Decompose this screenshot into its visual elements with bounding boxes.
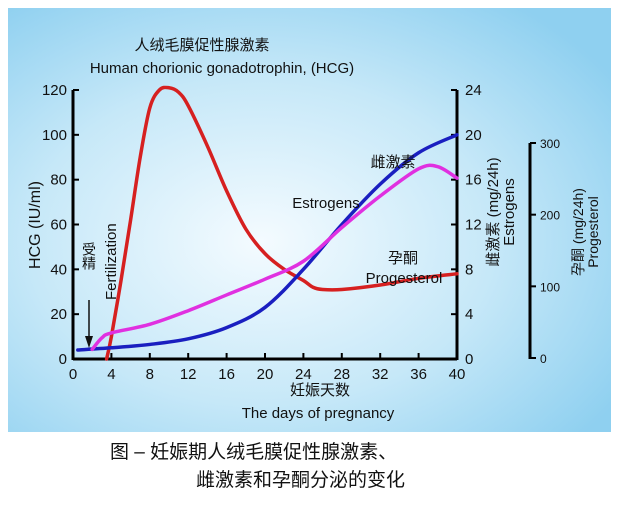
title-cn: 人绒毛膜促性腺激素 [134, 37, 269, 54]
estrogen-tick-label: 12 [465, 217, 482, 234]
hcg-tick-label: 20 [50, 306, 67, 323]
estrogen-axis-label-cn: 雌激素 (mg/24h) [485, 157, 502, 266]
fertilization-label-cn: 受精 [81, 242, 97, 270]
fertilization-arrowhead [85, 336, 93, 348]
hcg-tick-label: 0 [59, 351, 67, 368]
progesterone-tick-label: 200 [540, 209, 560, 223]
xlabel-en: The days of pregnancy [242, 405, 395, 422]
hcg-tick-label: 120 [42, 82, 67, 99]
series-hcg-line [104, 85, 459, 361]
x-tick-label: 4 [107, 366, 115, 383]
estrogen-axis-label-en: Estrogens [501, 178, 518, 246]
x-tick-label: 16 [218, 366, 235, 383]
estrogen-tick-label: 24 [465, 82, 482, 99]
fertilization-label-en: Fertilization [103, 223, 120, 300]
estrogen-tick-label: 20 [465, 127, 482, 144]
title-en: Human chorionic gonadotrophin, (HCG) [90, 60, 354, 77]
estrogen-tick-label: 4 [465, 306, 473, 323]
x-tick-label: 40 [449, 366, 466, 383]
x-tick-label: 12 [180, 366, 197, 383]
caption-line2: 雌激素和孕酮分泌的变化 [196, 469, 405, 491]
progesterone-label-en: Progesterol [366, 270, 443, 287]
progesterone-label-cn: 孕酮 [388, 250, 418, 267]
hcg-axis-label: HCG (IU/ml) [27, 181, 44, 269]
series-progesterol-line [90, 163, 459, 352]
x-tick-label: 8 [146, 366, 154, 383]
estrogen-tick-label: 8 [465, 261, 473, 278]
progesterone-tick-label: 100 [540, 280, 560, 294]
x-tick-label: 0 [69, 366, 77, 383]
progesterone-axis-label-en: Progesterol [585, 196, 601, 268]
x-tick-label: 28 [333, 366, 350, 383]
estrogen-label-en: Estrogens [292, 195, 360, 212]
x-tick-label: 32 [372, 366, 389, 383]
estrogen-tick-label: 16 [465, 172, 482, 189]
chart-background [8, 8, 611, 432]
x-tick-label: 20 [257, 366, 274, 383]
estrogen-tick-label: 0 [465, 351, 473, 368]
progesterone-tick-label: 300 [540, 137, 560, 151]
hcg-tick-label: 100 [42, 127, 67, 144]
caption-line1: 图 – 妊娠期人绒毛膜促性腺激素、 [110, 441, 397, 463]
xlabel-cn: 妊娠天数 [290, 382, 350, 399]
x-tick-label: 36 [410, 366, 427, 383]
hcg-tick-label: 80 [50, 172, 67, 189]
progesterone-axis-label-cn: 孕酮 (mg/24h) [570, 188, 586, 276]
x-tick-label: 24 [295, 366, 312, 383]
series-estrogens-line [76, 133, 459, 352]
progesterone-tick-label: 0 [540, 352, 547, 366]
hcg-tick-label: 60 [50, 217, 67, 234]
hcg-tick-label: 40 [50, 261, 67, 278]
estrogen-label-cn: 雌激素 [370, 154, 415, 171]
